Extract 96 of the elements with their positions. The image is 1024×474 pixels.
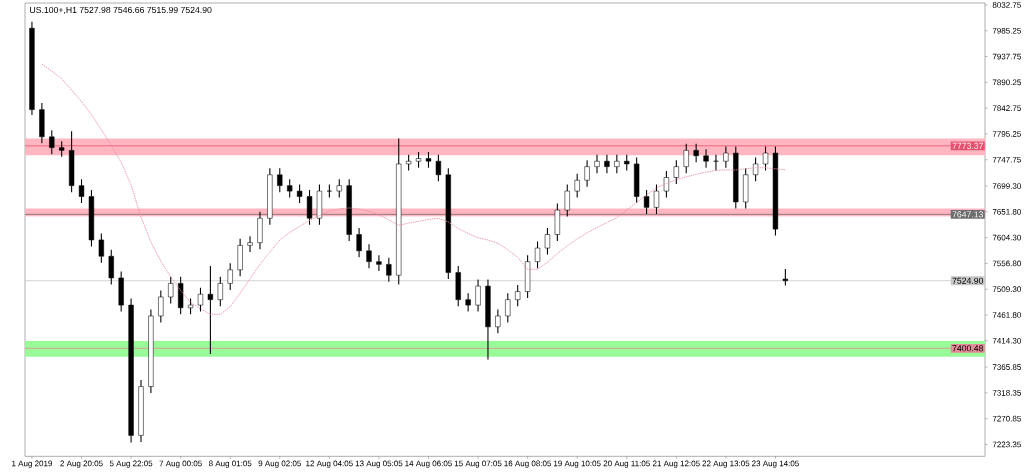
x-tick-label: 9 Aug 02:05: [258, 460, 302, 468]
candlestick: [346, 178, 352, 242]
candlestick: [207, 265, 214, 355]
candlestick: [59, 140, 65, 158]
y-tick-label: 7604.30: [992, 234, 1021, 241]
y-tick-label: 7699.30: [992, 183, 1021, 189]
candlestick: [485, 279, 491, 360]
candlestick: [356, 227, 362, 258]
candlestick: [128, 298, 134, 444]
candlestick: [425, 151, 432, 169]
y-tick-label: 7223.35: [992, 441, 1021, 448]
candlestick: [227, 262, 233, 291]
ref-line-label: 7773.37: [952, 142, 983, 149]
y-tick-label: 7318.35: [992, 390, 1021, 396]
x-tick-label: 15 Aug 07:05: [454, 460, 502, 468]
candlestick: [396, 137, 402, 286]
candlestick: [723, 146, 729, 169]
y-tick-label: 7270.85: [992, 415, 1021, 422]
x-tick-label: 21 Aug 12:05: [652, 460, 700, 468]
x-tick-label: 16 Aug 08:05: [504, 460, 552, 468]
candlestick: [366, 243, 372, 269]
candlestick: [495, 308, 501, 334]
y-tick-label: 7556.80: [992, 260, 1021, 267]
x-tick-label: 22 Aug 13:05: [702, 460, 750, 468]
candlestick: [663, 170, 670, 199]
candlestick: [287, 178, 293, 199]
candlestick: [68, 130, 75, 193]
ref-line-label: 7647.13: [952, 211, 984, 218]
candlestick: [49, 129, 55, 155]
candlestick: [445, 167, 451, 280]
candlestick: [247, 235, 253, 253]
y-tick-label: 7842.75: [992, 105, 1021, 111]
y-tick-label: 7461.80: [992, 312, 1021, 318]
candlestick: [376, 254, 382, 272]
candlestick: [336, 178, 342, 199]
candlestick: [703, 148, 709, 169]
candlestick: [415, 151, 422, 169]
y-tick-label: 7747.75: [992, 156, 1021, 163]
candlestick: [643, 189, 650, 215]
candlestick: [584, 159, 590, 188]
x-tick-label: 14 Aug 06:05: [405, 460, 452, 468]
candlestick: [138, 379, 144, 443]
y-tick-label: 7937.75: [992, 53, 1021, 60]
y-tick-label: 7985.25: [992, 27, 1021, 34]
candlestick: [544, 227, 551, 256]
candlestick: [772, 146, 779, 237]
x-tick-label: 5 Aug 22:05: [109, 460, 153, 468]
x-tick-label: 23 Aug 14:05: [752, 460, 799, 468]
y-tick-label: 7890.25: [992, 79, 1021, 86]
x-tick-label: 7 Aug 00:05: [159, 460, 202, 468]
candlestick: [316, 184, 323, 226]
candlestick: [158, 289, 164, 324]
chart-title: US.100+,H1 7527.98 7546.66 7515.99 7524.90: [30, 6, 212, 15]
candlestick: [267, 167, 273, 226]
candlestick: [465, 292, 471, 313]
candlestick: [752, 156, 759, 182]
y-tick-label: 7365.85: [992, 364, 1021, 370]
candlestick: [98, 232, 104, 264]
candlestick: [306, 189, 313, 226]
ref-line-label: 7524.90: [952, 277, 984, 284]
y-tick-label: 7414.30: [992, 337, 1021, 344]
x-tick-label: 8 Aug 01:05: [209, 460, 252, 468]
y-tick-label: 7795.25: [992, 131, 1021, 137]
candlestick: [782, 268, 788, 287]
x-tick-label: 1 Aug 2019: [12, 460, 53, 468]
candlestick: [29, 21, 35, 116]
candlestick: [237, 238, 243, 277]
candlestick: [88, 189, 95, 247]
candlestick: [148, 308, 154, 394]
x-tick-label: 13 Aug 05:05: [355, 460, 403, 468]
ref-line-label: 7400.48: [952, 345, 984, 352]
y-tick-label: 7651.80: [992, 208, 1021, 215]
candlestick: [564, 184, 570, 218]
candlestick: [257, 211, 263, 250]
candlestick: [693, 143, 699, 163]
candlestick: [673, 159, 679, 185]
candlestick: [386, 257, 392, 283]
candlestick: [326, 184, 332, 199]
x-tick-label: 20 Aug 11:05: [603, 460, 650, 468]
x-tick-label: 12 Aug 04:05: [306, 460, 353, 468]
x-tick-label: 2 Aug 20:05: [60, 460, 103, 468]
candlestick: [524, 254, 531, 299]
candlestick: [574, 173, 580, 199]
candlestick: [604, 154, 610, 174]
candlestick: [515, 284, 521, 307]
candlestick: [118, 270, 124, 313]
x-tick-label: 19 Aug 10:05: [553, 460, 601, 468]
candlestick: [455, 265, 461, 307]
y-tick-label: 8032.75: [992, 2, 1021, 8]
candlestick: [594, 154, 600, 174]
candlestick: [277, 167, 283, 193]
candlestick: [505, 292, 511, 324]
candlestick: [39, 102, 45, 144]
candlestick: [78, 178, 85, 204]
candlestick: [475, 279, 481, 313]
y-tick-label: 7509.30: [992, 286, 1021, 293]
